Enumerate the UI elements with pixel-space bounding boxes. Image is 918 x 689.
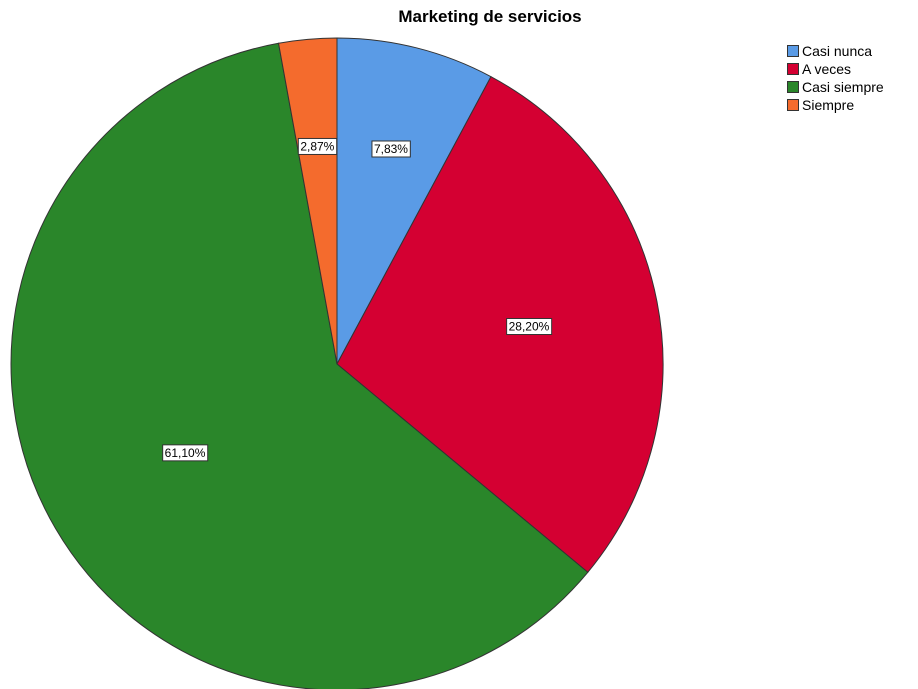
- data-label-casi-siempre: 61,10%: [162, 444, 209, 462]
- legend-swatch-a-veces: [787, 63, 799, 75]
- data-label-box: [506, 318, 553, 336]
- legend-label-a-veces: A veces: [802, 61, 852, 77]
- chart-title: Marketing de servicios: [398, 7, 582, 26]
- legend-label-casi-siempre: Casi siempre: [802, 79, 884, 95]
- data-label-box: [371, 140, 411, 158]
- data-label-text: 2,87%: [300, 139, 334, 153]
- legend-item-a-veces: A veces: [787, 60, 884, 78]
- pie-slice-casi-nunca: [336, 37, 492, 365]
- data-label-text: 61,10%: [165, 446, 206, 460]
- data-label-casi-nunca: 7,83%: [371, 140, 411, 158]
- data-label-text: 7,83%: [374, 142, 408, 156]
- pie-slice-siempre: [277, 37, 338, 365]
- data-label-box: [297, 137, 338, 155]
- pie-slice-casi-siempre: [10, 42, 589, 689]
- legend-swatch-casi-nunca: [787, 45, 799, 57]
- legend-label-siempre: Siempre: [802, 97, 855, 113]
- data-label-text: 28,20%: [509, 320, 550, 334]
- pie-slices: [10, 37, 664, 689]
- legend-item-casi-nunca: Casi nunca: [787, 42, 884, 60]
- legend-item-siempre: Siempre: [787, 96, 884, 114]
- legend-swatch-casi-siempre: [787, 81, 799, 93]
- legend-label-casi-nunca: Casi nunca: [802, 43, 873, 59]
- data-label-siempre: 2,87%: [297, 137, 338, 155]
- legend-swatch-siempre: [787, 99, 799, 111]
- pie-data-labels: 7,83% 28,20% 61,10% 2,87%: [162, 137, 553, 462]
- legend: Casi nunca A veces Casi siempre Siempre: [787, 42, 884, 114]
- legend-item-casi-siempre: Casi siempre: [787, 78, 884, 96]
- pie-slice-a-veces: [336, 75, 664, 573]
- data-label-box: [162, 444, 209, 462]
- data-label-a-veces: 28,20%: [506, 318, 553, 336]
